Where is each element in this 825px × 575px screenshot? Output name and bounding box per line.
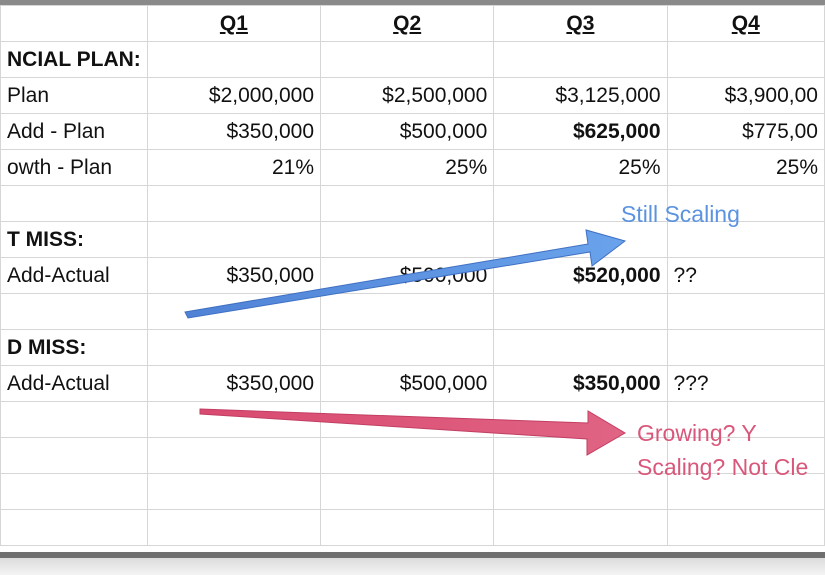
top-border [0,0,825,5]
data-cell[interactable] [493,41,668,78]
data-cell[interactable]: $775,00 [666,113,825,150]
data-cell[interactable]: $2,500,000 [320,77,495,114]
data-cell[interactable] [493,293,668,330]
data-cell[interactable] [320,329,495,366]
data-cell[interactable] [320,221,495,258]
table-row: Plan $2,000,000 $2,500,000 $3,125,000 $3,900… [0,77,825,114]
table-row [0,293,825,330]
data-cell[interactable] [320,509,495,546]
data-cell[interactable]: $500,000 [320,113,495,150]
data-cell[interactable] [320,473,495,510]
data-cell[interactable]: $350,000 [146,113,322,150]
data-cell[interactable] [320,185,495,222]
data-cell[interactable] [493,509,668,546]
data-cell[interactable]: $625,000 [493,113,668,150]
data-cell[interactable]: $3,125,000 [493,77,668,114]
data-cell[interactable] [666,401,825,438]
table-row: Add-Actual $350,000 $500,000 $520,000?? [0,257,825,294]
data-cell[interactable]: 25% [666,149,825,186]
data-cell[interactable] [320,437,495,474]
table-row [0,509,825,546]
header-cell-q3[interactable]: Q3 [493,5,668,42]
table-row: owth - Plan 21% 25% 25% 25% [0,149,825,186]
data-cell[interactable] [146,185,322,222]
table-row: Add - Plan $350,000 $500,000 $625,000 $775,0… [0,113,825,150]
row-label-cell[interactable]: Plan [0,77,148,114]
row-label-cell[interactable] [0,401,148,438]
table-row: NCIAL PLAN: [0,41,825,78]
row-label-cell[interactable]: T MISS: [0,221,148,258]
row-label-cell[interactable] [0,437,148,474]
data-cell[interactable] [146,221,322,258]
data-cell[interactable] [146,329,322,366]
data-cell[interactable] [146,293,322,330]
row-label-cell[interactable]: Add - Plan [0,113,148,150]
row-label-cell[interactable]: Add-Actual [0,257,148,294]
row-label-cell[interactable]: D MISS: [0,329,148,366]
header-cell-q2[interactable]: Q2 [320,5,495,42]
table-row [0,185,825,222]
data-cell[interactable]: $350,000 [493,365,668,402]
data-cell[interactable] [493,329,668,366]
data-cell[interactable] [666,293,825,330]
data-cell[interactable]: $3,900,00 [666,77,825,114]
data-cell[interactable]: ?? [666,257,825,294]
header-cell-q4[interactable]: Q4 [666,5,825,42]
bottom-border [0,552,825,558]
row-label-cell[interactable] [0,185,148,222]
row-label-cell[interactable] [0,473,148,510]
table-row: D MISS: [0,329,825,366]
data-cell[interactable] [320,401,495,438]
data-cell[interactable] [320,41,495,78]
growing-note: Growing? Y [637,420,757,446]
data-cell[interactable]: $520,000 [493,257,668,294]
data-cell[interactable]: $2,000,000 [146,77,322,114]
bottom-shadow [0,558,825,575]
data-cell[interactable]: $350,000 [146,365,322,402]
data-cell[interactable]: $500,000 [320,365,495,402]
data-cell[interactable] [146,401,322,438]
data-cell[interactable] [146,509,322,546]
header-corner-cell[interactable] [0,5,148,42]
row-label-cell[interactable] [0,293,148,330]
row-label-cell[interactable] [0,509,148,546]
still-scaling-note: Still Scaling [621,201,740,227]
data-cell[interactable]: 21% [146,149,322,186]
table-row: Add-Actual $350,000 $500,000 $350,000??? [0,365,825,402]
data-cell[interactable] [666,509,825,546]
header-row: Q1 Q2 Q3 Q4 [0,5,825,42]
data-cell[interactable]: 25% [320,149,495,186]
data-cell[interactable] [320,293,495,330]
scaling-note: Scaling? Not Cle [637,454,809,480]
row-label-cell[interactable]: NCIAL PLAN: [0,41,148,78]
data-cell[interactable] [146,41,322,78]
data-cell[interactable]: 25% [493,149,668,186]
data-cell[interactable] [666,329,825,366]
row-label-cell[interactable]: owth - Plan [0,149,148,186]
table-row [0,473,825,510]
header-cell-q1[interactable]: Q1 [146,5,322,42]
data-cell[interactable]: $350,000 [146,257,322,294]
data-cell[interactable] [666,473,825,510]
data-cell[interactable] [146,473,322,510]
row-label-cell[interactable]: Add-Actual [0,365,148,402]
data-cell[interactable]: $500,000 [320,257,495,294]
data-cell[interactable] [666,41,825,78]
data-cell[interactable] [146,437,322,474]
data-cell[interactable]: ??? [666,365,825,402]
